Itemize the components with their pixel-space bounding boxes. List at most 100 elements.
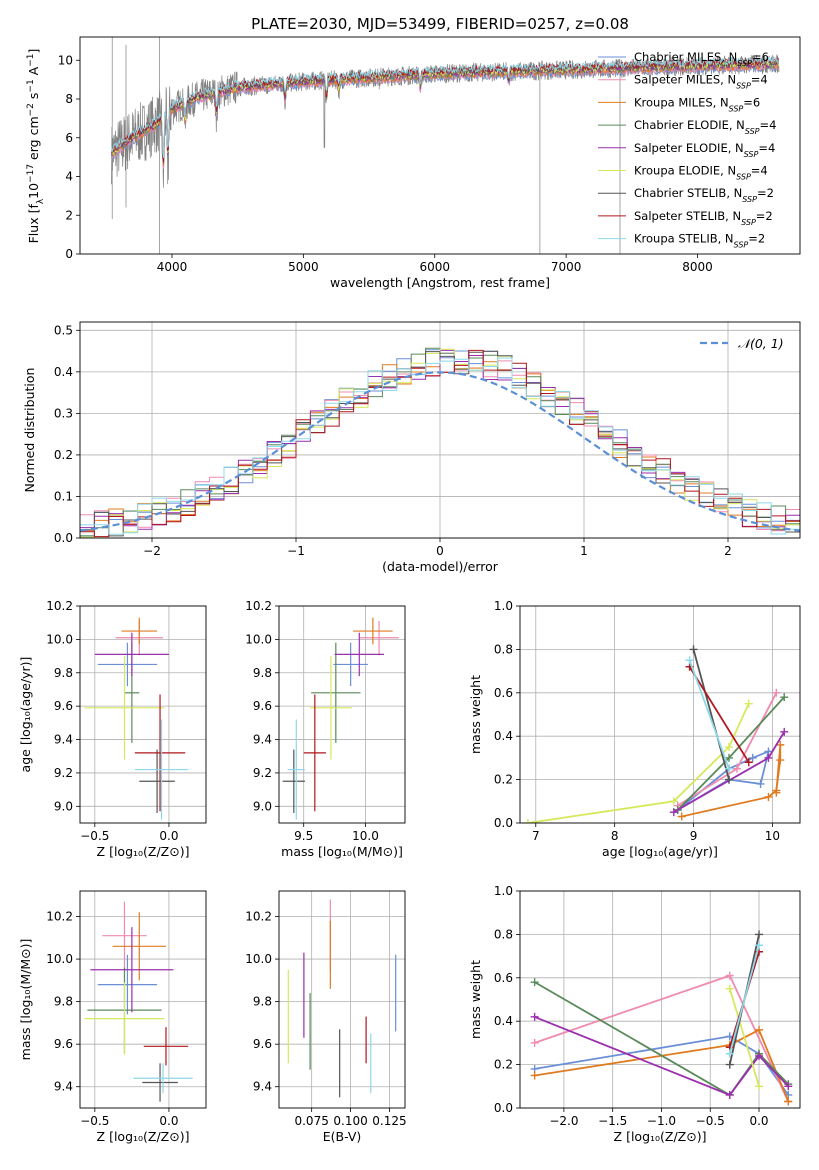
axes-frame bbox=[79, 321, 801, 539]
series-marker bbox=[744, 699, 753, 708]
series-kroupa_miles bbox=[681, 744, 782, 818]
x-axis-label: E(B-V) bbox=[323, 1129, 362, 1144]
y-tick-label: 0.1 bbox=[54, 489, 73, 503]
series-marker bbox=[755, 1025, 764, 1034]
series-marker bbox=[669, 797, 678, 806]
series-marker bbox=[725, 971, 734, 980]
legend-label-text: Chabrier ELODIE, N bbox=[634, 118, 745, 132]
y-tick-label: 0 bbox=[65, 247, 73, 261]
y-axis-label-part: 10 bbox=[26, 183, 41, 199]
legend-label-sub: SSP bbox=[744, 149, 759, 158]
series-kroupa_elodie bbox=[728, 988, 760, 1087]
series-marker bbox=[530, 1071, 539, 1080]
y-tick-label: 9.6 bbox=[54, 699, 73, 713]
legend-label-sub: SSP bbox=[734, 240, 749, 249]
y-tick-label: 9.8 bbox=[253, 995, 272, 1009]
x-tick-label: 0 bbox=[436, 544, 444, 558]
axes-frame bbox=[519, 605, 801, 824]
y-axis-label-part: erg cm bbox=[26, 116, 41, 164]
y-tick-label: 0.8 bbox=[494, 642, 513, 656]
y-tick-label: 0.0 bbox=[494, 816, 513, 830]
series-marker bbox=[764, 753, 773, 762]
x-tick-label: 10 bbox=[765, 829, 780, 843]
series-marker bbox=[689, 645, 698, 654]
y-tick-label: 9.0 bbox=[54, 799, 73, 813]
series-marker bbox=[725, 1090, 734, 1099]
legend-label-text: Kroupa STELIB, N bbox=[634, 232, 734, 246]
legend-label-tail: =6 bbox=[752, 50, 769, 64]
axes-age_weight: 7 8 9 10 0.0 0.2 0.4 0.6 0.8 1.0 age [log₁₀(age/yr… bbox=[468, 599, 801, 859]
axes-z_weight: −2.0 −1.5 −1.0 −0.5 0.0 0.0 0.2 0.4 0.6 0.8 1.0 Z [… bbox=[468, 884, 801, 1144]
series-marker bbox=[780, 727, 789, 736]
series-marker bbox=[755, 1051, 764, 1060]
y-axis-label: Flux [fλ10−17 erg cm−2 s−1 A−1] bbox=[26, 49, 46, 244]
y-tick-label: 9.0 bbox=[253, 799, 272, 813]
series-marker bbox=[732, 764, 741, 773]
x-tick-label: 0.075 bbox=[294, 1114, 328, 1128]
axes-z_age: −0.5 0.0 9.0 9.2 9.4 9.6 9.8 10.0 10.2 Z [log₁₀(Z… bbox=[18, 599, 207, 859]
y-tick-label: 9.6 bbox=[253, 1037, 272, 1051]
series-marker bbox=[725, 743, 734, 752]
y-axis-label-part: −1 bbox=[26, 54, 36, 67]
series-marker bbox=[756, 779, 765, 788]
y-tick-label: 9.4 bbox=[54, 1080, 73, 1094]
x-tick-label: 10.0 bbox=[352, 829, 379, 843]
y-tick-label: 6 bbox=[65, 131, 73, 145]
series-marker bbox=[725, 984, 734, 993]
y-axis-label-part: −1 bbox=[26, 79, 36, 92]
series-marker bbox=[669, 808, 678, 817]
x-axis-label: Z [log₁₀(Z/Z⊙)] bbox=[614, 1129, 707, 1144]
y-tick-label: 10.0 bbox=[46, 632, 73, 646]
series-marker bbox=[776, 740, 785, 749]
y-tick-label: 4 bbox=[65, 170, 73, 184]
series-marker bbox=[755, 930, 764, 939]
legend-label-tail: =4 bbox=[760, 118, 777, 132]
x-tick-label: 7000 bbox=[551, 260, 582, 274]
legend-label-sub: SSP bbox=[745, 127, 760, 136]
y-tick-label: 9.6 bbox=[253, 699, 272, 713]
series-marker bbox=[523, 819, 532, 823]
y-tick-label: 0.6 bbox=[494, 971, 513, 985]
series-marker bbox=[755, 1082, 764, 1091]
series-kroupa_elodie bbox=[527, 703, 750, 823]
y-tick-label: 10 bbox=[58, 53, 73, 67]
y-tick-label: 9.8 bbox=[54, 995, 73, 1009]
x-tick-label: 0.100 bbox=[333, 1114, 367, 1128]
series-salpeter_elodie bbox=[534, 1016, 789, 1097]
y-axis-label: Normed distribution bbox=[22, 368, 37, 493]
y-tick-label: 10.2 bbox=[245, 599, 272, 613]
x-axis-label: mass [log₁₀(M/M⊙)] bbox=[281, 844, 403, 859]
y-tick-label: 10.2 bbox=[245, 910, 272, 924]
y-tick-label: 8 bbox=[65, 92, 73, 106]
x-tick-label: 0.0 bbox=[159, 829, 178, 843]
y-axis-label-part: A bbox=[26, 66, 41, 79]
y-axis-label: age [log₁₀(age/yr)] bbox=[18, 657, 33, 773]
legend-label-tail: =2 bbox=[748, 232, 765, 246]
axes-residuals: −2 −1 0 1 2 0.0 0.1 0.2 0.3 0.4 0.5 (data-model)/er… bbox=[22, 321, 801, 574]
x-tick-label: −2 bbox=[143, 544, 161, 558]
normal-curve bbox=[80, 371, 800, 532]
x-tick-label: 9.5 bbox=[294, 829, 313, 843]
series-chabrier_stelib bbox=[692, 649, 730, 780]
legend-label-sub: SSP bbox=[741, 217, 756, 226]
legend-label-sub: SSP bbox=[736, 172, 751, 181]
x-tick-label: −0.5 bbox=[696, 1114, 725, 1128]
legend-label-tail: =2 bbox=[757, 186, 774, 200]
x-tick-label: 0.0 bbox=[159, 1114, 178, 1128]
series-marker bbox=[755, 941, 764, 950]
legend-label-tail: =6 bbox=[743, 95, 760, 109]
y-tick-label: 9.8 bbox=[54, 666, 73, 680]
legend-label-text: Salpeter STELIB, N bbox=[634, 209, 741, 223]
series-marker bbox=[725, 764, 734, 773]
y-axis-label-part: λ bbox=[36, 198, 46, 204]
y-tick-label: 10.2 bbox=[46, 910, 73, 924]
series-marker bbox=[780, 693, 789, 702]
series-marker bbox=[725, 1060, 734, 1069]
y-tick-label: 0.2 bbox=[494, 1058, 513, 1072]
y-tick-label: 0.4 bbox=[494, 1014, 513, 1028]
plot-area bbox=[84, 901, 193, 1102]
legend-label-sub: SSP bbox=[737, 59, 752, 68]
legend-label: Chabrier ELODIE, NSSP=4 bbox=[634, 118, 776, 136]
